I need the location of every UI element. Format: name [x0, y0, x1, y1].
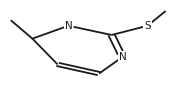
Text: S: S: [144, 21, 151, 31]
Text: N: N: [64, 21, 72, 31]
Text: N: N: [118, 52, 126, 62]
